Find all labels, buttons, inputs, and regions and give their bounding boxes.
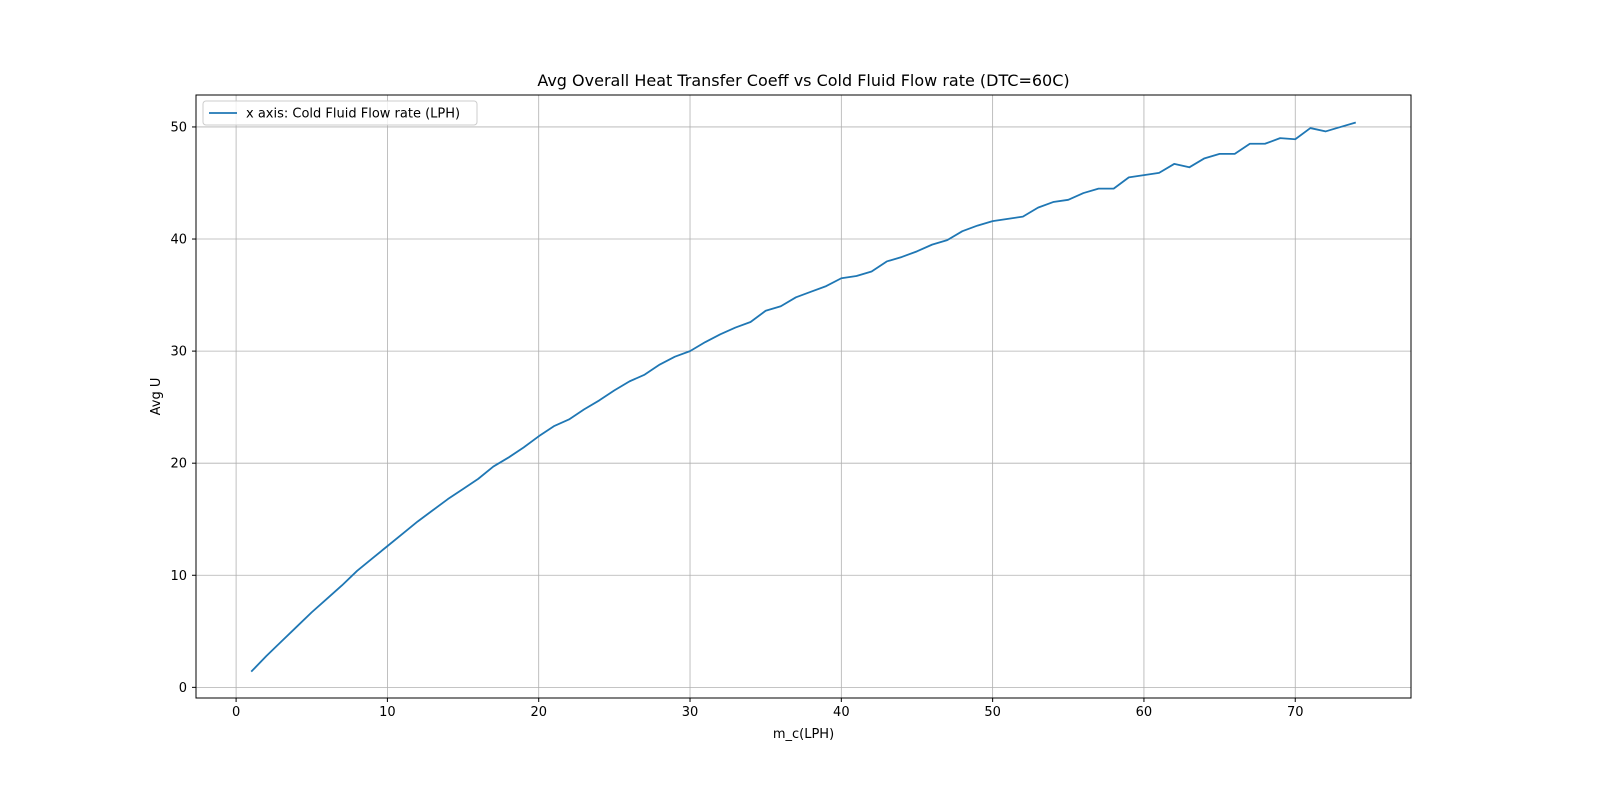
x-axis: 0 10 20 30 40 50 60 70 bbox=[232, 698, 1304, 720]
y-tick-label: 30 bbox=[170, 345, 187, 360]
axes-frame bbox=[195, 94, 1412, 699]
x-tick-label: 0 bbox=[232, 705, 240, 720]
y-tick-label: 10 bbox=[170, 569, 187, 584]
legend-entry: x axis: Cold Fluid Flow rate (LPH) bbox=[246, 107, 460, 122]
x-axis-label: m_c(LPH) bbox=[773, 727, 834, 742]
grid bbox=[196, 95, 1411, 698]
y-tick-label: 0 bbox=[179, 681, 187, 696]
y-axis: 0 10 20 30 40 50 bbox=[170, 120, 196, 696]
x-tick-label: 50 bbox=[984, 705, 1001, 720]
y-tick-label: 50 bbox=[170, 120, 187, 135]
series-line-0 bbox=[250, 121, 1357, 673]
x-tick-label: 20 bbox=[530, 705, 547, 720]
x-tick-label: 60 bbox=[1136, 705, 1153, 720]
plot-area bbox=[250, 121, 1357, 673]
x-tick-label: 40 bbox=[833, 705, 850, 720]
y-tick-label: 20 bbox=[170, 457, 187, 472]
x-tick-label: 10 bbox=[379, 705, 396, 720]
legend: x axis: Cold Fluid Flow rate (LPH) bbox=[202, 100, 478, 126]
legend-box bbox=[202, 100, 478, 126]
x-tick-label: 30 bbox=[682, 705, 699, 720]
y-axis-label: Avg U bbox=[149, 378, 164, 416]
y-tick-label: 40 bbox=[170, 233, 187, 248]
x-tick-label: 70 bbox=[1287, 705, 1304, 720]
chart-title: Avg Overall Heat Transfer Coeff vs Cold … bbox=[537, 71, 1069, 90]
